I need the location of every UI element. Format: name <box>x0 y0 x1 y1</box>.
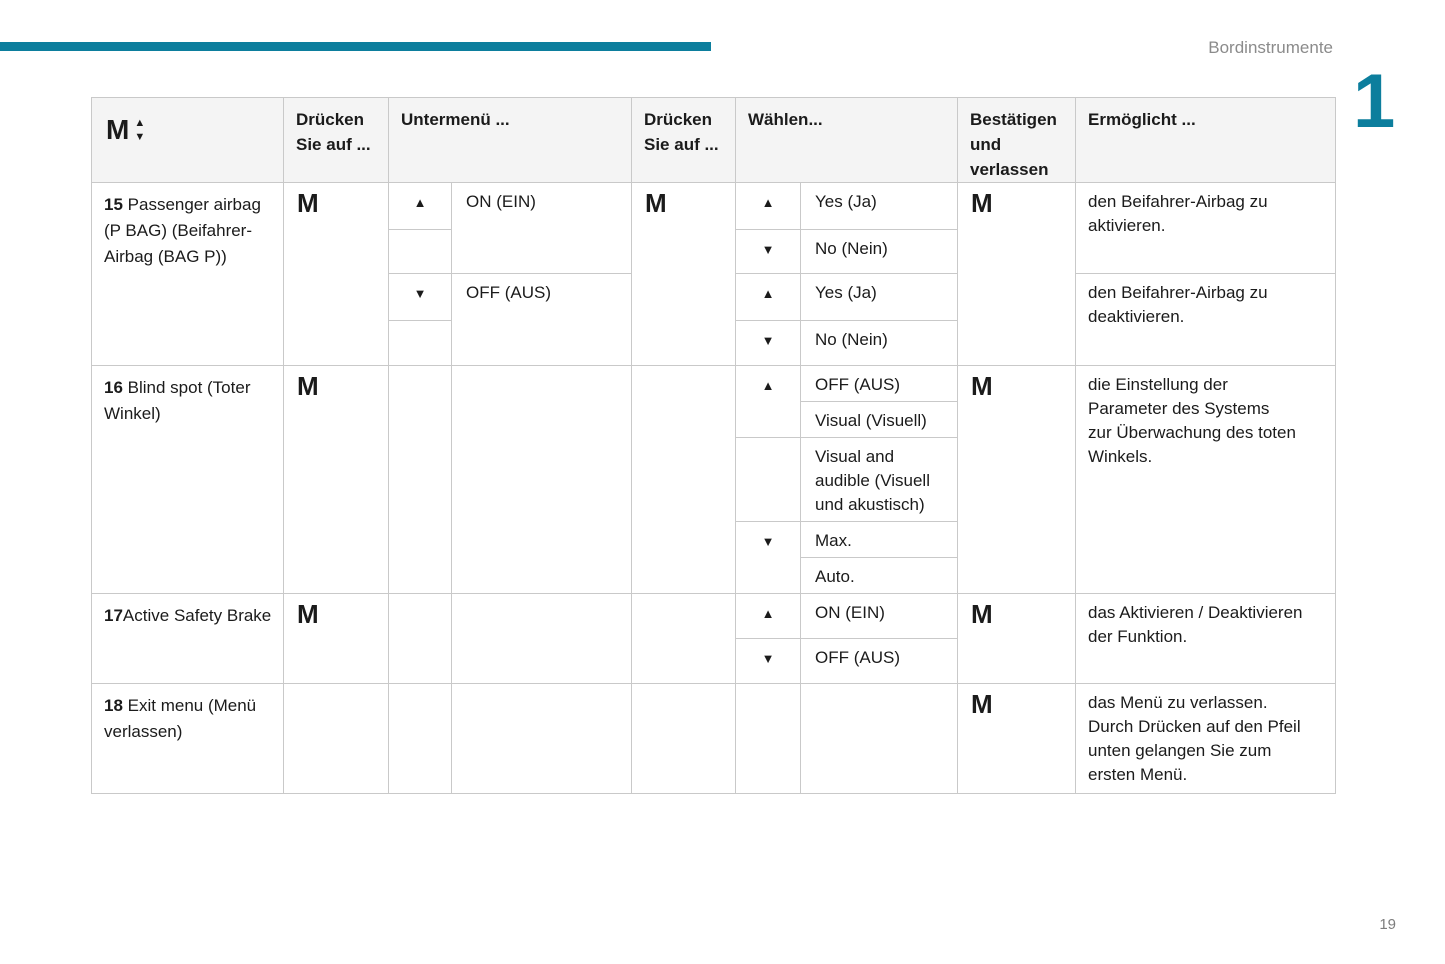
select-option-empty-cell <box>800 683 958 794</box>
submenu-arrow-empty-cell <box>388 365 452 594</box>
menu-navigation-table: M ▲ ▼ Drücken Sie auf ... Untermenü ... … <box>91 97 1336 794</box>
select-up-arrow-icon: ▲ <box>735 182 801 230</box>
chapter-tab-number: 1 <box>1353 59 1396 144</box>
press-key-cell-2: M <box>631 182 736 366</box>
item-18-exit-menu: 18 Exit menu (Menü verlassen) <box>91 683 284 794</box>
select-option-auto: Auto. <box>800 557 958 594</box>
table-row: ▼ OFF (AUS) <box>92 638 1336 684</box>
item-17-active-safety-brake: 17Active Safety Brake <box>91 593 284 684</box>
confirm-key-cell: M <box>957 365 1076 594</box>
press-empty-cell <box>283 683 389 794</box>
item-label: Blind spot (Toter Winkel) <box>104 378 251 423</box>
submenu-option-off: OFF (AUS) <box>451 273 632 366</box>
table-row: 18 Exit menu (Menü verlassen) M das Menü… <box>91 683 1336 794</box>
select-option-yes: Yes (Ja) <box>800 182 958 230</box>
select-option-off: OFF (AUS) <box>800 638 958 684</box>
press-key-cell: M <box>283 365 389 594</box>
item-15-passenger-airbag: 15 Passenger airbag (P BAG) (Beifahrer-A… <box>91 182 284 366</box>
select-option-on: ON (EIN) <box>800 593 958 639</box>
press-2-empty-cell <box>631 683 736 794</box>
select-up-arrow-icon: ▲ <box>735 365 801 438</box>
enables-cell: das Aktivieren / Deaktivieren der Funkti… <box>1075 593 1336 684</box>
select-up-arrow-icon: ▲ <box>735 593 801 639</box>
item-label: Exit menu (Menü verlassen) <box>104 696 257 741</box>
page-number: 19 <box>1379 916 1396 933</box>
down-arrow-icon: ▼ <box>134 130 146 143</box>
press-key-cell: M <box>283 593 389 684</box>
select-option-visual: Visual (Visuell) <box>800 401 958 438</box>
enables-cell: die Einstellung der Parameter des System… <box>1075 365 1336 594</box>
select-down-arrow-icon: ▼ <box>735 229 801 274</box>
select-option-visual-audible: Visual and audible (Visuell und akustisc… <box>800 437 958 522</box>
section-title: Bordinstrumente <box>1208 38 1333 57</box>
submenu-option-empty-cell <box>451 593 632 684</box>
submenu-option-on: ON (EIN) <box>451 182 632 274</box>
item-label: Passenger airbag (P BAG) (Beifahrer-Airb… <box>104 195 261 266</box>
enables-deactivate-cell: den Beifahrer-Airbag zu deaktivieren. <box>1075 273 1336 366</box>
item-number: 15 <box>104 195 123 214</box>
press-2-empty-cell <box>631 593 736 684</box>
press-2-empty-cell <box>631 365 736 594</box>
table-row: 15 Passenger airbag (P BAG) (Beifahrer-A… <box>91 182 1336 366</box>
submenu-option-empty-cell <box>451 365 632 594</box>
col-header-confirm: Bestätigen und verlassen <box>957 97 1076 183</box>
col-header-menu: M ▲ ▼ <box>91 97 284 183</box>
item-number: 17 <box>104 606 123 625</box>
submenu-down-arrow-icon: ▼ <box>388 273 452 321</box>
table-row: ▼ No (Nein) <box>92 320 1336 366</box>
select-option-max: Max. <box>800 521 958 558</box>
enables-cell: das Menü zu verlassen. Durch Drücken auf… <box>1075 683 1336 794</box>
select-option-no: No (Nein) <box>800 229 958 274</box>
table-row: Visual and audible (Visuell und akustisc… <box>92 437 1336 522</box>
select-option-off: OFF (AUS) <box>800 365 958 402</box>
confirm-key-cell: M <box>957 683 1076 794</box>
header-accent-bar <box>0 42 711 51</box>
select-arrow-empty-cell <box>735 437 801 522</box>
table-row: ▼ Max. <box>92 521 1336 594</box>
select-up-arrow-icon: ▲ <box>735 273 801 321</box>
select-option-yes: Yes (Ja) <box>800 273 958 321</box>
submenu-arrow-empty-cell <box>388 229 452 274</box>
select-down-arrow-icon: ▼ <box>735 638 801 684</box>
enables-activate-cell: den Beifahrer-Airbag zu aktivieren. <box>1075 182 1336 274</box>
table-row: ▼ OFF (AUS) ▲ Yes (Ja) den Beifahrer-Air… <box>92 273 1336 366</box>
col-header-select: Wählen... <box>735 97 958 183</box>
col-header-press-2: Drücken Sie auf ... <box>631 97 736 183</box>
item-number: 18 <box>104 696 123 715</box>
select-down-arrow-icon: ▼ <box>735 320 801 366</box>
select-option-no: No (Nein) <box>800 320 958 366</box>
table-row: Auto. <box>92 557 1336 594</box>
submenu-arrow-empty-cell <box>388 593 452 684</box>
submenu-up-arrow-icon: ▲ <box>388 182 452 230</box>
submenu-arrow-empty-cell <box>388 683 452 794</box>
table-header-row: M ▲ ▼ Drücken Sie auf ... Untermenü ... … <box>91 97 1336 183</box>
up-arrow-icon: ▲ <box>134 116 146 129</box>
item-label: Active Safety Brake <box>122 606 272 625</box>
table-row: 16 Blind spot (Toter Winkel) M ▲ OFF (AU… <box>91 365 1336 594</box>
col-header-enables: Ermöglicht ... <box>1075 97 1336 183</box>
submenu-option-empty-cell <box>451 683 632 794</box>
confirm-key-cell: M <box>957 593 1076 684</box>
table-row: Visual (Visuell) <box>92 401 1336 438</box>
select-arrow-empty-cell <box>735 683 801 794</box>
select-down-arrow-icon: ▼ <box>735 521 801 594</box>
table-row: 17Active Safety Brake M ▲ ON (EIN) M das… <box>91 593 1336 684</box>
item-number: 16 <box>104 378 123 397</box>
menu-key-label: M <box>106 114 130 145</box>
submenu-arrow-empty-cell <box>388 320 452 366</box>
col-header-press-1: Drücken Sie auf ... <box>283 97 389 183</box>
confirm-key-cell: M <box>957 182 1076 366</box>
item-16-blind-spot: 16 Blind spot (Toter Winkel) <box>91 365 284 594</box>
col-header-submenu: Untermenü ... <box>388 97 632 183</box>
press-key-cell: M <box>283 182 389 366</box>
